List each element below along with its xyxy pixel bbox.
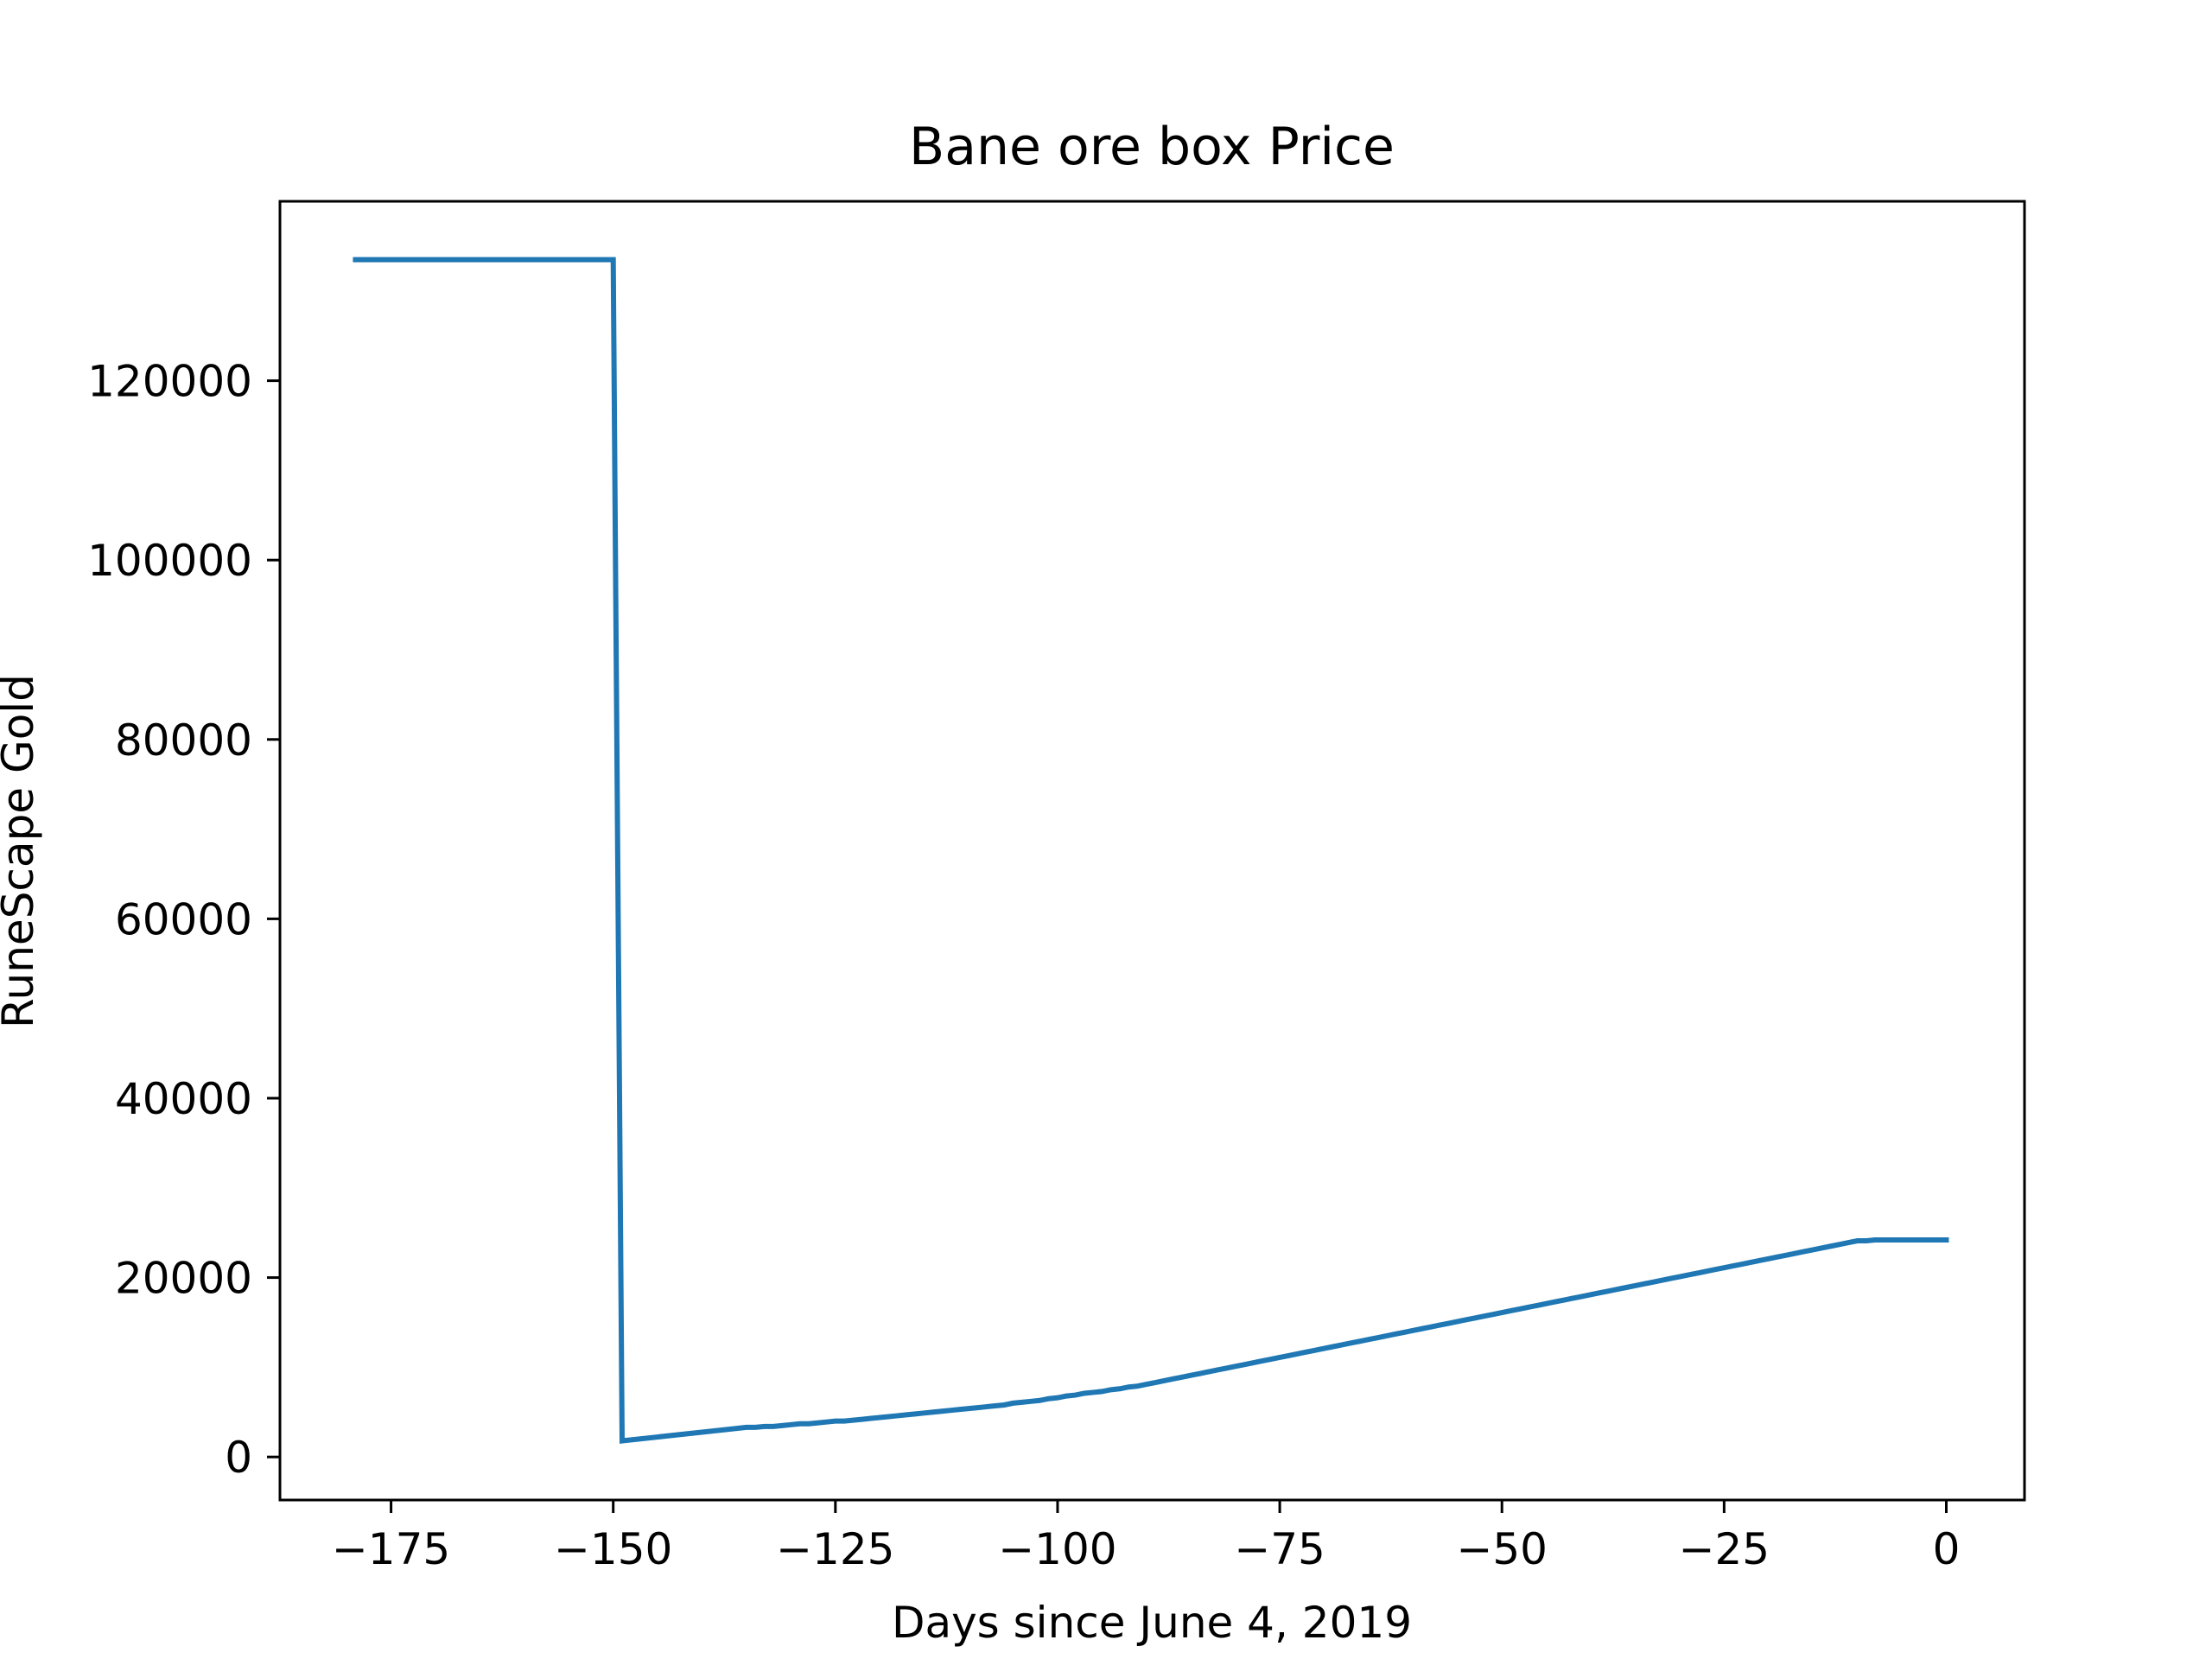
axes-frame xyxy=(278,200,2026,1502)
y-tick-label: 40000 xyxy=(115,1074,252,1124)
y-tick-label: 20000 xyxy=(115,1254,252,1304)
y-tick-label: 80000 xyxy=(115,715,252,766)
y-axis-ticks: 0 20000 40000 60000 80000 100000 120000 xyxy=(87,357,280,1483)
chart-title: Bane ore box Price xyxy=(909,117,1395,177)
x-tick-label: −150 xyxy=(554,1524,672,1574)
y-tick-label: 0 xyxy=(225,1433,252,1483)
x-tick-label: −75 xyxy=(1234,1524,1325,1574)
x-axis-ticks: −175 −150 −125 −100 −75 −50 −25 0 xyxy=(332,1500,1961,1574)
x-axis-label: Days since June 4, 2019 xyxy=(892,1598,1412,1648)
y-tick-label: 100000 xyxy=(87,536,252,586)
y-tick-label: 120000 xyxy=(87,357,252,407)
x-tick-label: −100 xyxy=(998,1524,1116,1574)
x-tick-label: −25 xyxy=(1679,1524,1770,1574)
x-tick-label: −125 xyxy=(776,1524,894,1574)
y-axis-label: RuneScape Gold xyxy=(0,674,43,1028)
plot-area xyxy=(353,257,1949,1444)
x-tick-label: −50 xyxy=(1456,1524,1548,1574)
x-tick-label: −175 xyxy=(332,1524,450,1574)
x-tick-label: 0 xyxy=(1933,1524,1961,1574)
y-tick-label: 60000 xyxy=(115,894,252,944)
price-series-line-0 xyxy=(353,257,1949,1444)
